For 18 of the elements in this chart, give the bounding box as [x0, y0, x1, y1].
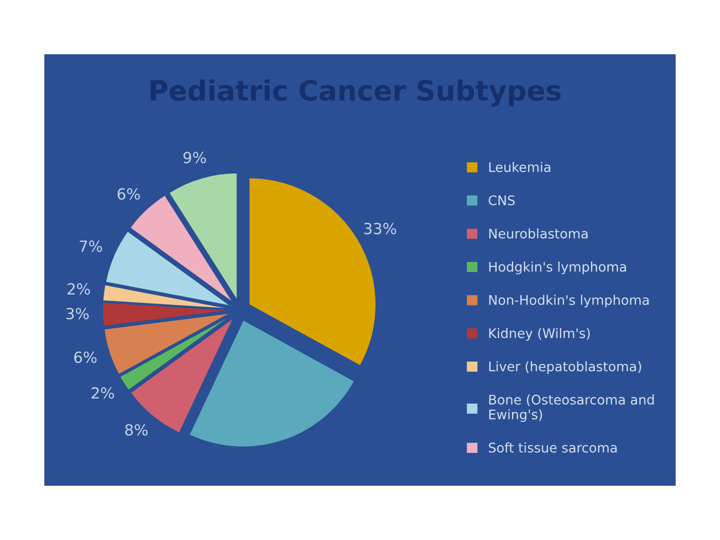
legend-label: Soft tissue sarcoma: [488, 442, 617, 453]
data-label: 2%: [68, 283, 90, 295]
data-label: 7%: [80, 240, 102, 252]
data-label: 8%: [125, 424, 148, 436]
data-label: 3%: [66, 308, 89, 320]
legend-label: Leukemia: [489, 162, 550, 172]
legend-label: Non-Hodkin's lymphoma: [489, 294, 649, 308]
data-label: 33%: [364, 222, 396, 234]
data-label: 6%: [118, 188, 140, 200]
data-label: 2%: [92, 387, 114, 399]
legend-label: Hodgkin's lymphoma: [489, 262, 626, 274]
data-label: 9%: [183, 152, 206, 164]
legend-label: Neuroblastoma: [489, 228, 588, 239]
legend-label: CNS: [488, 195, 515, 206]
data-label: 6%: [74, 351, 97, 364]
legend-label: Bone (Osteosarcoma and Ewing's): [489, 394, 654, 422]
legend-label: Kidney (Wilm's): [489, 328, 590, 341]
legend-label: Liver (hepatoblastoma): [489, 361, 642, 374]
